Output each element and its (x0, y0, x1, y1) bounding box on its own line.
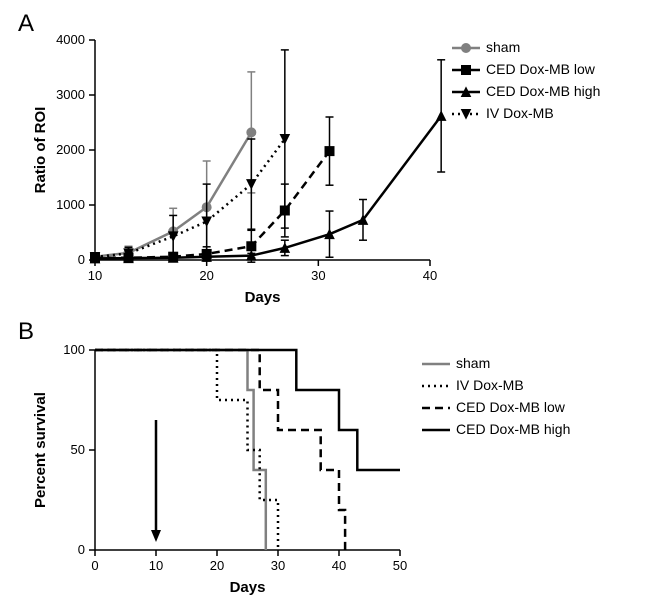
svg-text:10: 10 (149, 558, 163, 573)
svg-text:40: 40 (423, 268, 437, 283)
svg-text:40: 40 (332, 558, 346, 573)
svg-text:CED Dox-MB high: CED Dox-MB high (486, 83, 600, 99)
svg-text:30: 30 (311, 268, 325, 283)
panel-b-chart: 0 10 20 30 40 50 0 50 100 Days Percent survival sha… (25, 340, 640, 605)
svg-text:Days: Days (245, 289, 281, 306)
svg-text:CED Dox-MB low: CED Dox-MB low (456, 399, 566, 415)
svg-text:20: 20 (199, 268, 213, 283)
svg-text:3000: 3000 (56, 87, 85, 102)
svg-text:10: 10 (88, 268, 102, 283)
svg-text:2000: 2000 (56, 142, 85, 157)
svg-text:CED Dox-MB high: CED Dox-MB high (456, 421, 570, 437)
svg-text:20: 20 (210, 558, 224, 573)
svg-text:4000: 4000 (56, 32, 85, 47)
svg-text:50: 50 (71, 442, 85, 457)
svg-text:CED Dox-MB low: CED Dox-MB low (486, 61, 596, 77)
svg-text:sham: sham (456, 355, 490, 371)
svg-text:1000: 1000 (56, 197, 85, 212)
svg-text:Days: Days (230, 579, 266, 596)
svg-text:100: 100 (63, 342, 85, 357)
svg-text:sham: sham (486, 39, 520, 55)
svg-text:0: 0 (78, 252, 85, 267)
svg-text:IV Dox-MB: IV Dox-MB (456, 377, 524, 393)
svg-text:0: 0 (78, 542, 85, 557)
panel-a-chart: 10 20 30 40 0 1000 2000 3000 4000 Days Ratio of RO… (25, 30, 640, 315)
svg-text:IV Dox-MB: IV Dox-MB (486, 105, 554, 121)
svg-text:Ratio of ROI: Ratio of ROI (32, 107, 49, 194)
svg-text:0: 0 (91, 558, 98, 573)
svg-text:50: 50 (393, 558, 407, 573)
svg-text:30: 30 (271, 558, 285, 573)
svg-text:Percent survival: Percent survival (32, 392, 49, 508)
